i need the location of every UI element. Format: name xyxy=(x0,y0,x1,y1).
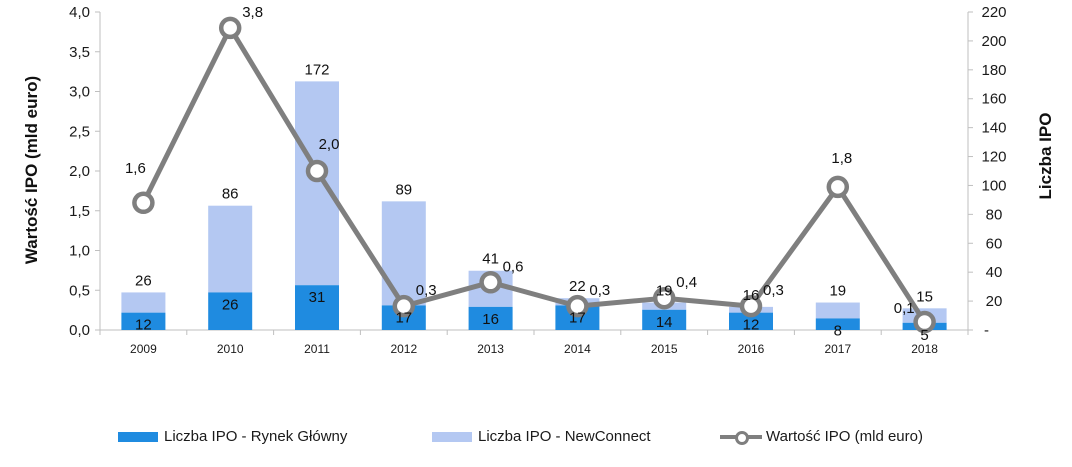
label-total: 172 xyxy=(304,61,329,78)
label-total: 15 xyxy=(916,288,933,305)
label-rynek-glowny: 14 xyxy=(656,314,673,331)
label-rynek-glowny: 17 xyxy=(569,309,586,326)
x-tick-label: 2010 xyxy=(217,342,244,356)
line-marker xyxy=(479,271,502,294)
y-right-tick-label: 100 xyxy=(981,177,1006,194)
label-total: 26 xyxy=(135,272,152,289)
y-axis-left-title: Wartość IPO (mld euro) xyxy=(22,76,41,264)
y-right-tick-label: - xyxy=(984,322,989,339)
label-wartosc: 0,3 xyxy=(589,282,610,299)
label-total: 89 xyxy=(395,181,412,198)
bar-rynek-glowny xyxy=(815,318,860,330)
y-right-tick-label: 160 xyxy=(981,91,1006,108)
y-right-tick-label: 40 xyxy=(986,264,1003,281)
label-wartosc: 0,4 xyxy=(676,274,697,291)
bar-rynek-glowny xyxy=(121,312,166,330)
bar-newconnect xyxy=(121,292,166,313)
x-tick-label: 2009 xyxy=(130,342,157,356)
legend-item-newconnect: Liczba IPO - NewConnect xyxy=(432,428,651,445)
label-total: 41 xyxy=(482,251,499,268)
y-right-tick-label: 200 xyxy=(981,33,1006,50)
y-left-tick-label: 3,5 xyxy=(69,44,90,61)
line-marker xyxy=(392,294,416,318)
bar-rynek-glowny xyxy=(208,292,253,330)
bar-rynek-glowny xyxy=(295,285,339,330)
label-rynek-glowny: 17 xyxy=(395,309,412,326)
y-right-tick-label: 80 xyxy=(986,206,1003,223)
line-wartosc-ipo xyxy=(140,25,928,325)
x-tick-label: 2012 xyxy=(390,342,417,356)
label-wartosc: 0,1 xyxy=(894,300,915,317)
y-left-tick-label: 2,5 xyxy=(69,123,90,140)
label-rynek-glowny: 31 xyxy=(309,289,326,306)
bar-rynek-glowny xyxy=(642,309,687,330)
legend-swatch-wartosc xyxy=(720,430,762,445)
line-marker xyxy=(305,159,329,183)
bar-newconnect xyxy=(295,81,339,286)
label-wartosc: 3,8 xyxy=(242,4,263,21)
legend-item-rynek-glowny: Liczba IPO - Rynek Główny xyxy=(118,428,347,445)
label-total: 16 xyxy=(743,287,760,304)
label-wartosc: 0,3 xyxy=(416,282,437,299)
y-right-tick-label: 220 xyxy=(981,4,1006,21)
label-rynek-glowny: 12 xyxy=(743,317,760,334)
label-total: 19 xyxy=(829,283,846,300)
legend-item-wartosc: Wartość IPO (mld euro) xyxy=(720,428,923,445)
ipo-combo-chart: 0,0 0,5 1,0 1,5 2,0 2,5 3,0 3,5 4,0 - 20 40 60 80 100 1… xyxy=(22,4,1055,356)
legend-label-newconnect: Liczba IPO - NewConnect xyxy=(478,428,651,445)
y-left-tick-label: 4,0 xyxy=(69,4,90,21)
line-marker xyxy=(652,286,676,310)
bar-newconnect xyxy=(381,201,426,306)
x-tick-label: 2013 xyxy=(477,342,504,356)
legend-swatch-newconnect xyxy=(432,431,472,442)
y-left-tick-label: 3,0 xyxy=(69,84,90,101)
line-marker xyxy=(132,191,155,215)
label-wartosc: 2,0 xyxy=(319,136,340,153)
x-tick-label: 2011 xyxy=(304,342,330,356)
x-tick-label: 2015 xyxy=(651,342,678,356)
x-tick-label: 2014 xyxy=(564,342,591,356)
y-right-tick-label: 60 xyxy=(986,235,1003,252)
y-left-tick-label: 0,5 xyxy=(69,282,90,299)
label-total: 22 xyxy=(569,278,586,295)
bar-rynek-glowny xyxy=(468,306,513,330)
bar-newconnect xyxy=(815,302,860,319)
y-left-tick-label: 1,0 xyxy=(69,243,90,260)
label-wartosc: 0,6 xyxy=(503,258,524,275)
y-right-tick-label: 180 xyxy=(981,62,1006,79)
line-marker xyxy=(826,175,850,199)
legend-swatch-rynek-glowny xyxy=(118,431,158,442)
label-rynek-glowny: 5 xyxy=(920,327,928,344)
y-right-tick-label: 140 xyxy=(981,120,1006,137)
x-tick-label: 2017 xyxy=(824,342,851,356)
legend: Liczba IPO - Rynek Główny Liczba IPO - N… xyxy=(0,428,1072,452)
y-axis-right-title: Liczba IPO xyxy=(1036,113,1055,200)
label-wartosc: 1,8 xyxy=(831,150,852,167)
label-total: 86 xyxy=(222,186,239,203)
label-rynek-glowny: 12 xyxy=(135,317,152,334)
y-left-tick-label: 2,0 xyxy=(69,163,90,180)
label-wartosc: 1,6 xyxy=(125,160,146,177)
label-rynek-glowny: 8 xyxy=(834,322,842,339)
y-right-tick-label: 20 xyxy=(986,293,1003,310)
legend-label-rynek-glowny: Liczba IPO - Rynek Główny xyxy=(164,428,348,445)
label-wartosc: 0,3 xyxy=(763,282,784,299)
line-marker xyxy=(566,294,589,318)
y-left-tick-label: 0,0 xyxy=(69,322,90,339)
x-tick-label: 2016 xyxy=(738,342,765,356)
label-rynek-glowny: 16 xyxy=(482,311,499,328)
line-marker xyxy=(913,310,936,334)
x-tick-label: 2018 xyxy=(911,342,938,356)
line-marker xyxy=(218,16,242,40)
label-total: 19 xyxy=(656,283,673,300)
bar-newconnect xyxy=(208,205,253,293)
line-marker xyxy=(739,294,763,318)
legend-label-wartosc: Wartość IPO (mld euro) xyxy=(766,428,923,445)
bar-rynek-glowny xyxy=(729,312,773,330)
label-rynek-glowny: 26 xyxy=(222,296,239,313)
y-right-tick-label: 120 xyxy=(981,149,1006,166)
y-left-tick-label: 1,5 xyxy=(69,203,90,220)
